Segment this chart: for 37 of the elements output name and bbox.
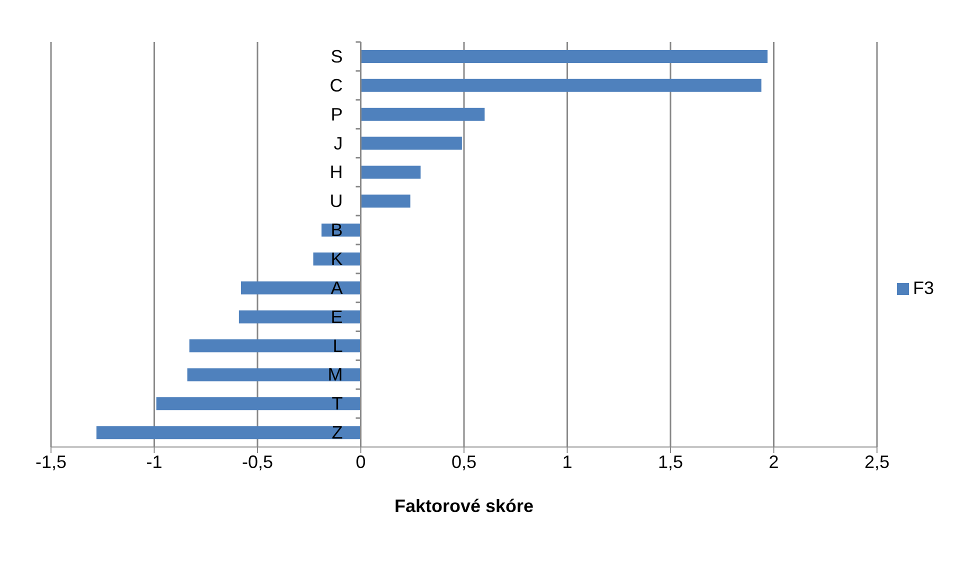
bar [360,136,462,150]
bar [360,50,768,63]
y-tick-label: H [330,162,343,182]
bar [360,194,410,208]
bar [96,426,361,440]
x-tick-label: 1,5 [658,452,684,472]
bar [360,166,421,179]
legend-label: F3 [913,278,934,298]
y-tick-label: P [330,104,343,124]
x-tick-label: 2,5 [864,452,890,472]
bar [240,281,361,294]
x-tick-label: 1 [562,452,572,472]
y-tick-label: B [330,220,343,240]
y-tick-label: K [330,248,343,269]
y-tick-label: S [330,46,343,66]
x-tick-label: -1,5 [35,452,67,472]
bar [360,78,762,92]
y-tick-label: A [330,278,343,298]
x-tick-label: -1 [146,452,162,472]
y-tick-label: T [332,394,343,414]
bar [189,339,361,352]
x-tick-label: 2 [768,452,779,472]
x-tick-label: -0,5 [242,452,274,472]
bar [238,310,361,324]
bar [360,108,485,121]
y-tick-label: E [330,306,343,327]
y-tick-label: U [330,191,343,212]
x-tick-label: 0,5 [451,452,477,472]
y-tick-label: M [328,364,343,385]
y-tick-label: J [334,133,343,154]
bar [187,368,361,382]
y-tick-label: L [332,336,343,356]
x-tick-label: 0 [356,452,366,472]
y-tick-label: C [330,75,343,96]
y-tick-label: Z [332,422,343,443]
x-axis-title: Faktorové skóre [394,496,534,516]
bar [156,397,361,410]
